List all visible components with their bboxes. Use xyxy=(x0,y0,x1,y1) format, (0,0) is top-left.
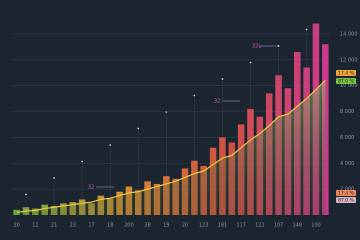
x-tick-label: 200 xyxy=(124,223,134,229)
annotation: 32 xyxy=(214,99,220,105)
x-tick-label: 19 xyxy=(163,223,169,229)
y-tick-label: 12 000 xyxy=(340,57,358,63)
decor-dot xyxy=(305,28,308,31)
x-tick-label: 18 xyxy=(107,223,113,229)
callout-box xyxy=(336,197,356,203)
y-tick-label: 6 000 xyxy=(340,135,354,141)
y-tick-label: 8 000 xyxy=(340,109,354,115)
x-tick-label: 23 xyxy=(70,223,76,229)
y-tick-label: 2 000 xyxy=(340,187,354,193)
annotation: 32L xyxy=(252,44,261,50)
x-tick-label: 11 xyxy=(32,223,38,229)
decor-dot xyxy=(193,94,196,97)
x-tick-label: 21 xyxy=(51,223,57,229)
decor-dot xyxy=(81,160,84,163)
decor-dot xyxy=(53,177,55,179)
x-tick-label: 107 xyxy=(274,223,284,229)
decor-dot xyxy=(25,193,27,196)
callout: 17.4 % xyxy=(338,71,354,77)
y-tick-label: 14 000 xyxy=(340,31,358,37)
callout-box xyxy=(336,70,356,76)
y-tick-label: 10 000 xyxy=(340,83,358,89)
callout-box xyxy=(336,78,356,84)
x-tick-label: 123 xyxy=(199,223,209,229)
callout: 87.0 % xyxy=(338,198,354,204)
callout: 87.0 % xyxy=(338,79,354,85)
decor-dot xyxy=(137,127,140,130)
annotation: 32 xyxy=(88,185,94,191)
x-tick-label: 181 xyxy=(218,223,228,229)
callout: 17.4 % xyxy=(338,191,354,197)
callout-box xyxy=(336,190,356,196)
x-tick-label: 148 xyxy=(292,223,302,229)
decor-dot xyxy=(249,61,252,64)
decor-dot xyxy=(277,45,280,47)
x-tick-label: 100 xyxy=(311,223,321,229)
x-tick-label: 121 xyxy=(255,223,265,229)
y-tick-label: 4 000 xyxy=(340,161,354,167)
x-tick-label: 117 xyxy=(236,223,246,229)
trend-area xyxy=(16,80,326,215)
x-tick-label: 38 xyxy=(144,223,150,229)
decor-dot xyxy=(221,78,224,80)
x-tick-label: 17 xyxy=(88,223,94,229)
x-tick-label: 20 xyxy=(13,223,19,229)
decor-dot xyxy=(109,144,112,146)
trend-line xyxy=(16,80,326,214)
x-tick-label: 20 xyxy=(182,223,188,229)
